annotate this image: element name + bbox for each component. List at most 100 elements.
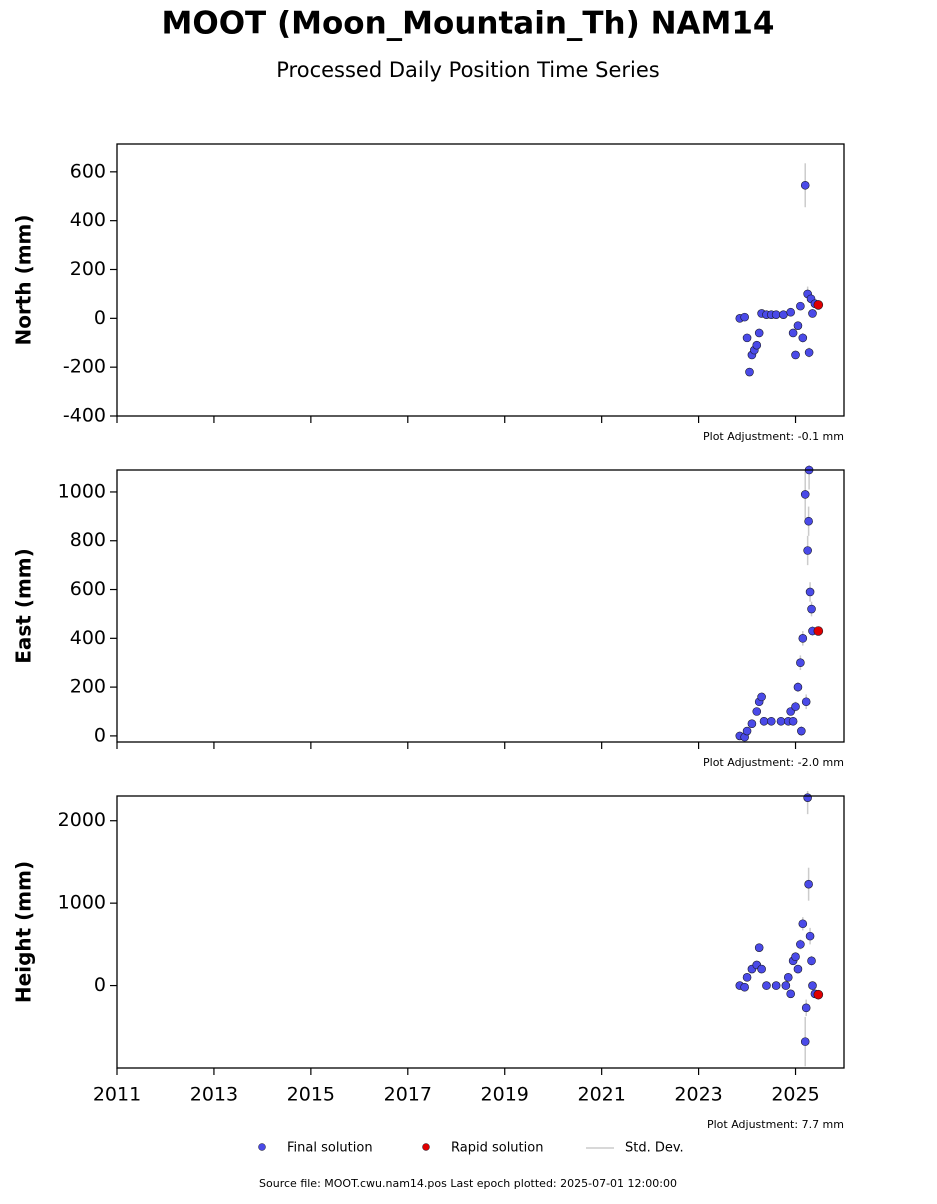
data-point [796,658,805,668]
data-point [807,604,816,614]
data-point [745,367,754,377]
data-point [776,716,786,726]
plot-frame [116,469,845,743]
y-axis-label: Height (mm) [12,861,36,1003]
data-point [803,793,812,802]
y-tick-label: 2000 [58,809,106,831]
x-tick-label: 2013 [190,1084,238,1106]
y-tick-label: 0 [94,974,106,996]
y-tick-label: 1000 [58,892,106,914]
figure-subtitle: Processed Daily Position Time Series [276,58,660,82]
data-point [798,919,808,929]
legend-swatch [422,1143,430,1151]
data-point [807,956,816,966]
y-tick-label: 400 [70,209,106,231]
plot-frame [116,795,845,1069]
data-point [804,348,814,357]
y-tick-label: 0 [94,307,106,329]
figure-title: MOOT (Moon_Mountain_Th) NAM14 [162,6,775,42]
data-point [805,931,815,941]
y-axis-label: North (mm) [12,214,36,345]
y-tick-label: 800 [70,529,106,551]
data-point [798,634,808,643]
plot-adjustment: Plot Adjustment: 7.7 mm [707,1118,844,1131]
data-point [742,726,752,736]
data-point [800,180,810,190]
plot-area [735,465,824,742]
data-point [752,340,762,350]
data-point [808,309,817,318]
data-point [779,310,788,319]
data-point [754,328,764,338]
data-point [740,312,749,322]
data-point [808,981,817,990]
x-tick-label: 2021 [577,1084,625,1106]
plot-frame [116,143,845,417]
data-point [791,350,800,360]
plot-area [735,163,824,377]
legend-label: Rapid solution [451,1141,543,1156]
data-point [800,1037,810,1046]
data-point [804,516,813,526]
data-point [752,707,762,716]
y-tick-label: 200 [70,258,106,280]
data-point [805,587,815,597]
data-point [754,943,764,952]
y-tick-label: 0 [94,724,106,746]
data-point [796,940,805,949]
data-point [793,964,803,974]
x-tick-label: 2025 [771,1084,819,1106]
x-tick-label: 2023 [674,1084,722,1106]
data-point [796,301,805,311]
data-point [793,321,803,330]
data-point [793,682,803,692]
data-point [797,726,806,736]
y-tick-label: 600 [70,160,106,182]
y-tick-label: -400 [63,405,106,427]
data-point [801,697,811,707]
data-point [783,973,793,982]
source-note: Source file: MOOT.cwu.nam14.pos Last epo… [259,1177,677,1190]
data-point [771,981,781,990]
plot-area [735,791,824,1067]
data-point [788,328,798,338]
data-point [771,310,781,319]
data-point [798,333,808,343]
x-tick-label: 2011 [93,1084,141,1106]
data-point [747,719,757,729]
legend-label: Std. Dev. [625,1141,684,1156]
data-point [742,973,752,982]
y-tick-label: 600 [70,578,106,600]
data-point [740,982,749,992]
data-point [813,300,824,310]
data-point [786,307,795,317]
data-point [786,989,795,999]
y-axis-label: East (mm) [12,548,36,664]
data-point [762,981,771,990]
data-point [757,964,766,974]
data-point [801,1003,811,1013]
y-tick-label: 400 [70,627,106,649]
data-point [803,546,812,555]
x-tick-label: 2019 [481,1084,529,1106]
data-point [742,333,752,343]
plot-adjustment: Plot Adjustment: -2.0 mm [703,756,844,769]
x-tick-label: 2017 [384,1084,432,1106]
data-point [788,716,798,726]
data-point [757,692,766,702]
x-tick-label: 2015 [287,1084,335,1106]
data-point [791,702,800,711]
legend-label: Final solution [287,1141,373,1156]
data-point [781,981,791,990]
data-point [804,879,813,889]
data-point [759,716,769,726]
data-point [800,490,810,499]
y-tick-label: -200 [63,356,106,378]
legend-swatch [258,1143,266,1151]
y-tick-label: 200 [70,676,106,698]
data-point [791,952,800,962]
data-point [813,989,824,1000]
data-point [813,626,824,636]
